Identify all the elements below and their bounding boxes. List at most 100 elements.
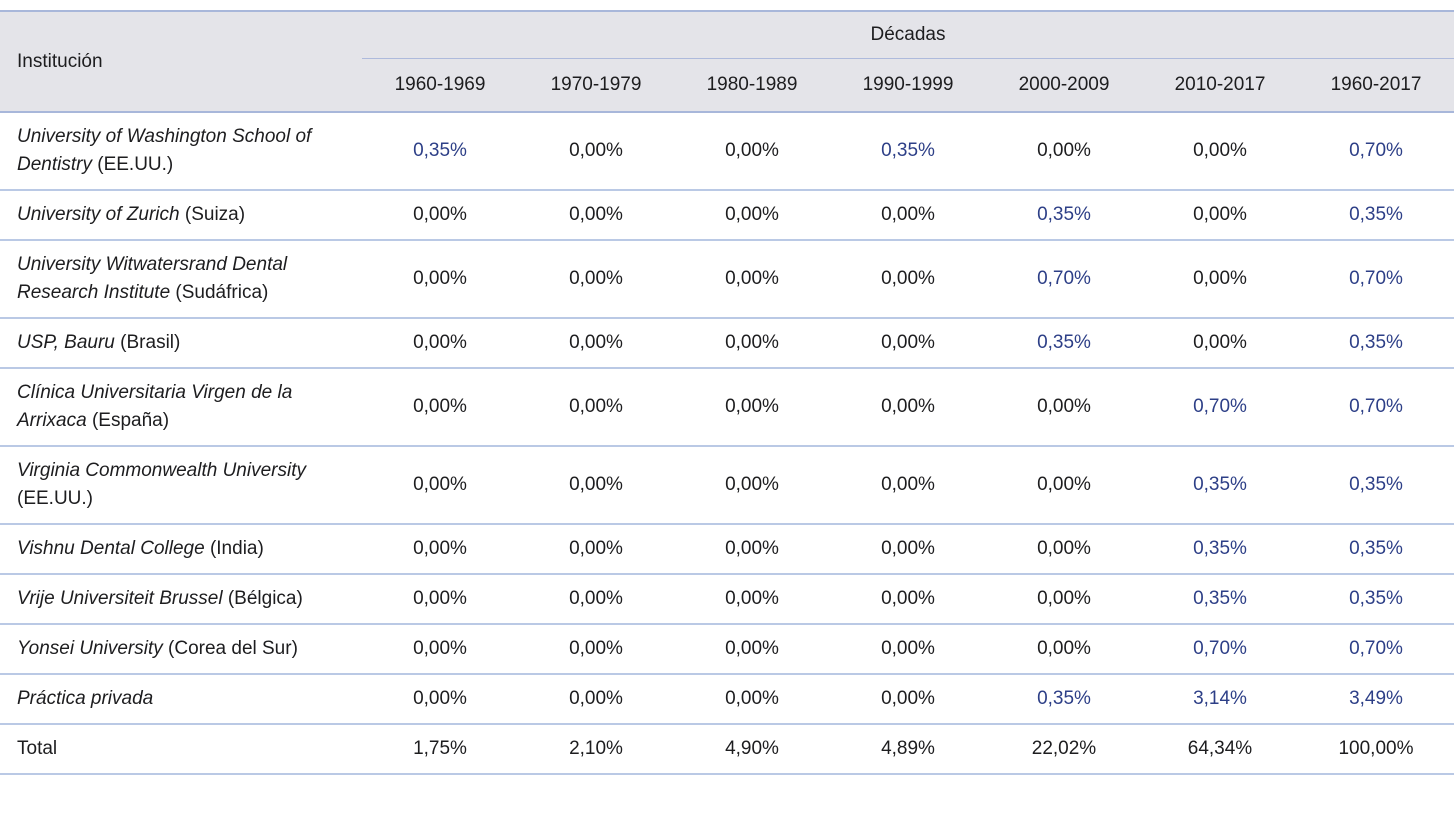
institution-cell: Vrije Universiteit Brussel (Bélgica) [0, 574, 362, 625]
institution-name: Vishnu Dental College [17, 538, 205, 559]
value-cell: 0,00% [518, 112, 674, 191]
institution-cell: Vishnu Dental College (India) [0, 524, 362, 575]
institution-cell: Virginia Commonwealth University (EE.UU.… [0, 446, 362, 525]
value-cell: 0,00% [362, 318, 518, 369]
value-cell: 0,00% [674, 524, 830, 575]
column-header-2010-2017: 2010-2017 [1142, 58, 1298, 113]
institution-country: (Sudáfrica) [175, 282, 269, 303]
value-cell: 0,00% [1142, 112, 1298, 191]
institution-name: Clínica Universitaria Virgen de la Arrix… [17, 382, 293, 431]
institution-cell: Yonsei University (Corea del Sur) [0, 624, 362, 675]
value-cell: 0,00% [674, 446, 830, 525]
value-cell: 0,00% [674, 318, 830, 369]
institution-name: Yonsei University [17, 638, 163, 659]
value-cell: 0,00% [362, 190, 518, 241]
value-cell: 0,00% [518, 318, 674, 369]
value-cell: 0,00% [830, 674, 986, 725]
value-cell: 0,70% [1142, 624, 1298, 675]
value-cell: 0,00% [362, 240, 518, 319]
institution-cell: University of Zurich (Suiza) [0, 190, 362, 241]
value-cell: 0,00% [986, 112, 1142, 191]
value-cell: 0,00% [830, 240, 986, 319]
value-cell: 0,00% [830, 574, 986, 625]
value-cell: 0,00% [674, 368, 830, 447]
institution-cell: Total [0, 724, 362, 775]
value-cell: 0,00% [518, 190, 674, 241]
institution-cell: Clínica Universitaria Virgen de la Arrix… [0, 368, 362, 447]
institution-name: Vrije Universiteit Brussel [17, 588, 223, 609]
table-row: Práctica privada 0,00% 0,00% 0,00% 0,00% 0,35… [0, 674, 1454, 725]
institution-country: (Corea del Sur) [168, 638, 298, 659]
value-cell: 0,70% [1298, 112, 1454, 191]
value-cell: 0,00% [674, 112, 830, 191]
value-cell: 100,00% [1298, 724, 1454, 775]
column-header-1990-1999: 1990-1999 [830, 58, 986, 113]
value-cell: 3,14% [1142, 674, 1298, 725]
value-cell: 0,35% [1298, 190, 1454, 241]
institution-name: University of Zurich [17, 204, 180, 225]
value-cell: 0,35% [1298, 318, 1454, 369]
value-cell: 0,00% [986, 446, 1142, 525]
value-cell: 0,00% [518, 446, 674, 525]
value-cell: 64,34% [1142, 724, 1298, 775]
value-cell: 0,70% [1142, 368, 1298, 447]
value-cell: 0,35% [362, 112, 518, 191]
value-cell: 0,00% [830, 624, 986, 675]
value-cell: 0,00% [830, 190, 986, 241]
institution-country: (Suiza) [184, 204, 246, 225]
institution-name: University Witwatersrand Dental Research… [17, 254, 288, 303]
value-cell: 0,70% [1298, 240, 1454, 319]
value-cell: 2,10% [518, 724, 674, 775]
value-cell: 0,70% [986, 240, 1142, 319]
institution-country: (España) [91, 410, 170, 431]
table-row: University of Washington School of Denti… [0, 112, 1454, 191]
value-cell: 22,02% [986, 724, 1142, 775]
institution-country: (Brasil) [120, 332, 181, 353]
institution-cell: USP, Bauru (Brasil) [0, 318, 362, 369]
value-cell: 0,00% [830, 368, 986, 447]
value-cell: 0,00% [674, 574, 830, 625]
value-cell: 0,35% [830, 112, 986, 191]
value-cell: 0,00% [1142, 318, 1298, 369]
page: Institución Décadas 1960-1969 1970-1979 … [0, 10, 1454, 775]
column-header-1980-1989: 1980-1989 [674, 58, 830, 113]
value-cell: 0,00% [518, 368, 674, 447]
value-cell: 0,00% [986, 574, 1142, 625]
table-row: University of Zurich (Suiza) 0,00% 0,00% 0,… [0, 190, 1454, 241]
value-cell: 0,00% [518, 674, 674, 725]
value-cell: 0,00% [362, 674, 518, 725]
institution-name: USP, Bauru [17, 332, 115, 353]
table-row: Clínica Universitaria Virgen de la Arrix… [0, 368, 1454, 447]
decades-table: Institución Décadas 1960-1969 1970-1979 … [0, 10, 1454, 775]
header-columns-row: 1960-1969 1970-1979 1980-1989 1990-1999 … [0, 58, 1454, 113]
institution-country: (India) [209, 538, 264, 559]
institution-name: University of Washington School of Denti… [17, 126, 312, 175]
table-header: Institución Décadas 1960-1969 1970-1979 … [0, 10, 1454, 113]
value-cell: 0,70% [1298, 624, 1454, 675]
value-cell: 0,35% [1298, 524, 1454, 575]
table-row: USP, Bauru (Brasil) 0,00% 0,00% 0,00% 0,00% 0… [0, 318, 1454, 369]
total-row: Total 1,75% 2,10% 4,90% 4,89% 22,02% 64,34% 100… [0, 724, 1454, 775]
value-cell: 0,00% [674, 624, 830, 675]
value-cell: 0,00% [1142, 240, 1298, 319]
institution-name: Virginia Commonwealth University [17, 460, 306, 481]
institution-country: (EE.UU.) [97, 154, 174, 175]
value-cell: 0,00% [518, 524, 674, 575]
value-cell: 0,35% [1142, 446, 1298, 525]
value-cell: 0,00% [362, 574, 518, 625]
table-row: Vrije Universiteit Brussel (Bélgica) 0,00… [0, 574, 1454, 625]
value-cell: 0,00% [986, 368, 1142, 447]
column-header-1960-1969: 1960-1969 [362, 58, 518, 113]
table-body: University of Washington School of Denti… [0, 112, 1454, 775]
value-cell: 0,70% [1298, 368, 1454, 447]
institution-cell: Práctica privada [0, 674, 362, 725]
value-cell: 0,00% [830, 446, 986, 525]
value-cell: 0,00% [362, 524, 518, 575]
value-cell: 0,00% [362, 446, 518, 525]
value-cell: 0,00% [1142, 190, 1298, 241]
value-cell: 3,49% [1298, 674, 1454, 725]
institution-cell: University of Washington School of Denti… [0, 112, 362, 191]
value-cell: 0,35% [1142, 524, 1298, 575]
value-cell: 0,00% [830, 524, 986, 575]
institution-country: (EE.UU.) [17, 488, 93, 509]
